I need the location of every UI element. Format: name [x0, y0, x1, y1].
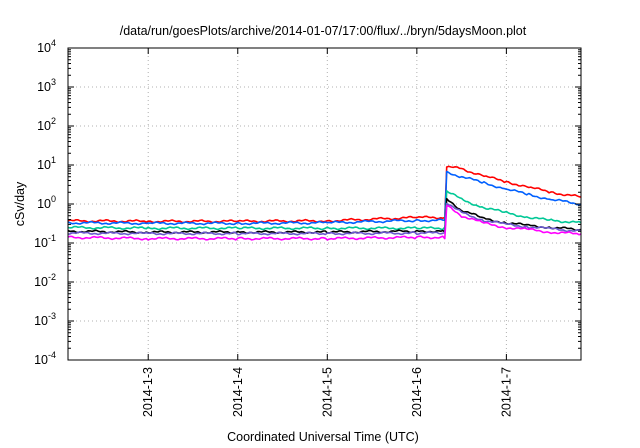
- y-tick-exponent: -3: [48, 311, 56, 321]
- series-line: [67, 170, 582, 226]
- y-tick-base: 10: [37, 80, 51, 94]
- x-tick-label: 2014-1-6: [410, 367, 424, 417]
- y-tick-exponent: 0: [51, 194, 56, 204]
- y-tick-exponent: 2: [51, 116, 56, 126]
- x-tick-label: 2014-1-7: [499, 367, 513, 417]
- y-tick-base: 10: [37, 197, 51, 211]
- y-tick-label: 102: [37, 116, 56, 133]
- series-line: [67, 190, 582, 231]
- y-tick-base: 10: [37, 41, 51, 55]
- y-tick-base: 10: [37, 158, 51, 172]
- grid: [68, 48, 581, 360]
- y-tick-exponent: -2: [48, 272, 56, 282]
- series-line: [67, 202, 582, 236]
- x-axis-label: Coordinated Universal Time (UTC): [227, 430, 419, 444]
- x-tick-label: 2014-1-5: [320, 367, 334, 417]
- y-tick-exponent: -1: [48, 233, 56, 243]
- y-tick-base: 10: [34, 275, 48, 289]
- chart-title: /data/run/goesPlots/archive/2014-01-07/1…: [120, 24, 527, 38]
- y-tick-label: 10-1: [34, 233, 56, 250]
- y-tick-base: 10: [34, 236, 48, 250]
- y-tick-base: 10: [37, 119, 51, 133]
- y-tick-label: 101: [37, 155, 56, 172]
- x-tick-label: 2014-1-4: [231, 367, 245, 417]
- y-tick-label: 103: [37, 77, 56, 94]
- x-tick-label: 2014-1-3: [141, 367, 155, 417]
- y-axis-label: cSv/day: [13, 181, 27, 226]
- y-tick-label: 10-4: [34, 350, 56, 367]
- series-lines: [67, 165, 582, 241]
- y-tick-base: 10: [34, 314, 48, 328]
- y-tick-exponent: 4: [51, 38, 56, 48]
- y-tick-label: 100: [37, 194, 56, 211]
- y-tick-label: 10-3: [34, 311, 56, 328]
- y-tick-exponent: 1: [51, 155, 56, 165]
- y-tick-label: 104: [37, 38, 56, 55]
- series-line: [67, 165, 582, 224]
- y-tick-exponent: 3: [51, 77, 56, 87]
- y-tick-label: 10-2: [34, 272, 56, 289]
- y-tick-base: 10: [34, 353, 48, 367]
- series-line: [67, 204, 582, 241]
- y-tick-exponent: -4: [48, 350, 56, 360]
